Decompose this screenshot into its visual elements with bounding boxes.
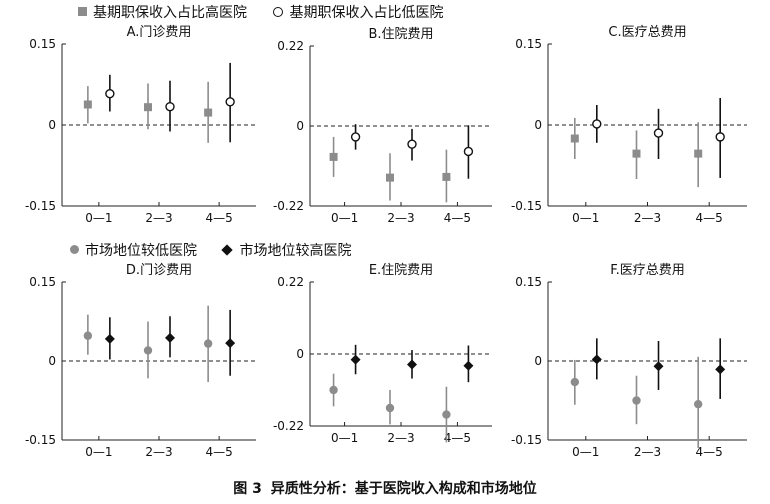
- y-tick-label: -0.15: [511, 199, 542, 213]
- data-point-circle: [632, 396, 641, 405]
- figure-caption: 图 3 异质性分析：基于医院收入构成和市场地位: [0, 478, 770, 498]
- y-tick-label: 0.15: [29, 275, 56, 289]
- x-tick-label: 0—1: [572, 445, 599, 459]
- y-tick-label: 0.15: [515, 37, 542, 51]
- data-point-diamond: [225, 338, 236, 349]
- data-point-hollow-circle: [165, 101, 175, 112]
- y-tick-label: 0: [48, 118, 56, 132]
- y-tick-label: 0: [48, 354, 56, 368]
- data-point-circle: [570, 377, 580, 387]
- data-point-hollow-circle: [225, 97, 235, 107]
- y-tick-label: -0.22: [273, 199, 304, 213]
- data-point-square: [204, 108, 213, 117]
- data-point-circle: [203, 339, 213, 348]
- data-point-square: [570, 134, 579, 143]
- panel-title: C.医疗总费用: [608, 25, 686, 40]
- x-tick-label: 2—3: [634, 211, 661, 225]
- data-point-circle: [329, 385, 338, 395]
- data-point-diamond: [715, 364, 726, 375]
- legend-marker-square-icon: [78, 7, 87, 16]
- data-point-square: [442, 172, 451, 181]
- data-point-square: [329, 152, 338, 161]
- legend-top-label-2: 基期职保收入占比低医院: [289, 5, 444, 21]
- x-tick-label: 0—1: [85, 445, 112, 459]
- data-point-square: [694, 149, 703, 158]
- data-point-circle: [385, 403, 395, 413]
- data-point-circle: [143, 346, 153, 355]
- data-point-hollow-circle: [592, 119, 602, 129]
- x-tick-label: 0—1: [572, 211, 599, 225]
- data-point-square: [144, 103, 152, 112]
- panel-title: A.门诊费用: [127, 25, 192, 40]
- y-tick-label: 0: [534, 118, 542, 132]
- x-tick-label: 4—5: [205, 211, 232, 225]
- data-point-diamond: [407, 359, 417, 370]
- y-tick-label: 0.22: [277, 39, 304, 53]
- panel-title: D.门诊费用: [126, 263, 192, 278]
- y-tick-label: -0.15: [511, 433, 542, 447]
- y-tick-label: -0.22: [273, 419, 304, 433]
- x-tick-label: 4—5: [444, 431, 471, 445]
- data-point-hollow-circle: [653, 128, 664, 138]
- x-tick-label: 2—3: [634, 445, 661, 459]
- legend-top-label-1: 基期职保收入占比高医院: [93, 5, 247, 21]
- data-point-hollow-circle: [715, 132, 725, 142]
- data-point-square: [632, 149, 641, 158]
- legend-bottom-label-1: 市场地位较低医院: [85, 243, 197, 259]
- data-point-diamond: [165, 332, 175, 343]
- data-point-diamond: [591, 354, 602, 365]
- x-tick-label: 4—5: [205, 445, 232, 459]
- data-point-circle: [83, 331, 93, 340]
- panel-title: E.住院费用: [369, 263, 433, 278]
- x-tick-label: 2—3: [387, 431, 414, 445]
- caption-text: 异质性分析：基于医院收入构成和市场地位: [270, 481, 537, 497]
- y-tick-label: 0: [534, 354, 542, 368]
- panel-title: B.住院费用: [368, 27, 433, 42]
- x-tick-label: 0—1: [331, 431, 358, 445]
- y-tick-label: 0.22: [277, 275, 304, 289]
- x-tick-label: 0—1: [85, 211, 112, 225]
- x-tick-label: 4—5: [444, 211, 471, 225]
- legend-bottom: 市场地位较低医院 市场地位较高医院: [70, 240, 351, 260]
- legend-top: 基期职保收入占比高医院 基期职保收入占比低医院: [78, 2, 443, 22]
- x-tick-label: 0—1: [331, 211, 358, 225]
- y-tick-label: 0: [296, 119, 304, 133]
- x-tick-label: 2—3: [145, 211, 172, 225]
- x-tick-label: 2—3: [387, 211, 414, 225]
- y-tick-label: 0: [296, 347, 304, 361]
- data-point-diamond: [463, 360, 474, 371]
- data-point-hollow-circle: [350, 132, 361, 142]
- data-point-square: [386, 173, 394, 182]
- data-point-circle: [442, 410, 451, 419]
- y-tick-label: 0.15: [515, 275, 542, 289]
- legend-marker-circle-icon: [70, 245, 79, 254]
- y-tick-label: 0.15: [29, 37, 56, 51]
- data-point-hollow-circle: [407, 139, 417, 149]
- data-point-hollow-circle: [105, 88, 115, 99]
- x-tick-label: 4—5: [696, 211, 723, 225]
- data-point-diamond: [653, 361, 664, 372]
- y-tick-label: -0.15: [25, 199, 56, 213]
- legend-bottom-label-2: 市场地位较高医院: [239, 243, 352, 259]
- data-point-diamond: [350, 354, 361, 365]
- x-tick-label: 4—5: [696, 445, 723, 459]
- legend-marker-hollow-circle-icon: [273, 7, 284, 17]
- data-point-diamond: [104, 333, 115, 344]
- caption-label: 图 3: [233, 481, 262, 497]
- y-tick-label: -0.15: [25, 433, 56, 447]
- data-point-square: [83, 100, 92, 109]
- data-point-circle: [693, 399, 703, 409]
- panel-title: F.医疗总费用: [610, 263, 685, 278]
- data-point-hollow-circle: [463, 146, 474, 157]
- x-tick-label: 2—3: [145, 445, 172, 459]
